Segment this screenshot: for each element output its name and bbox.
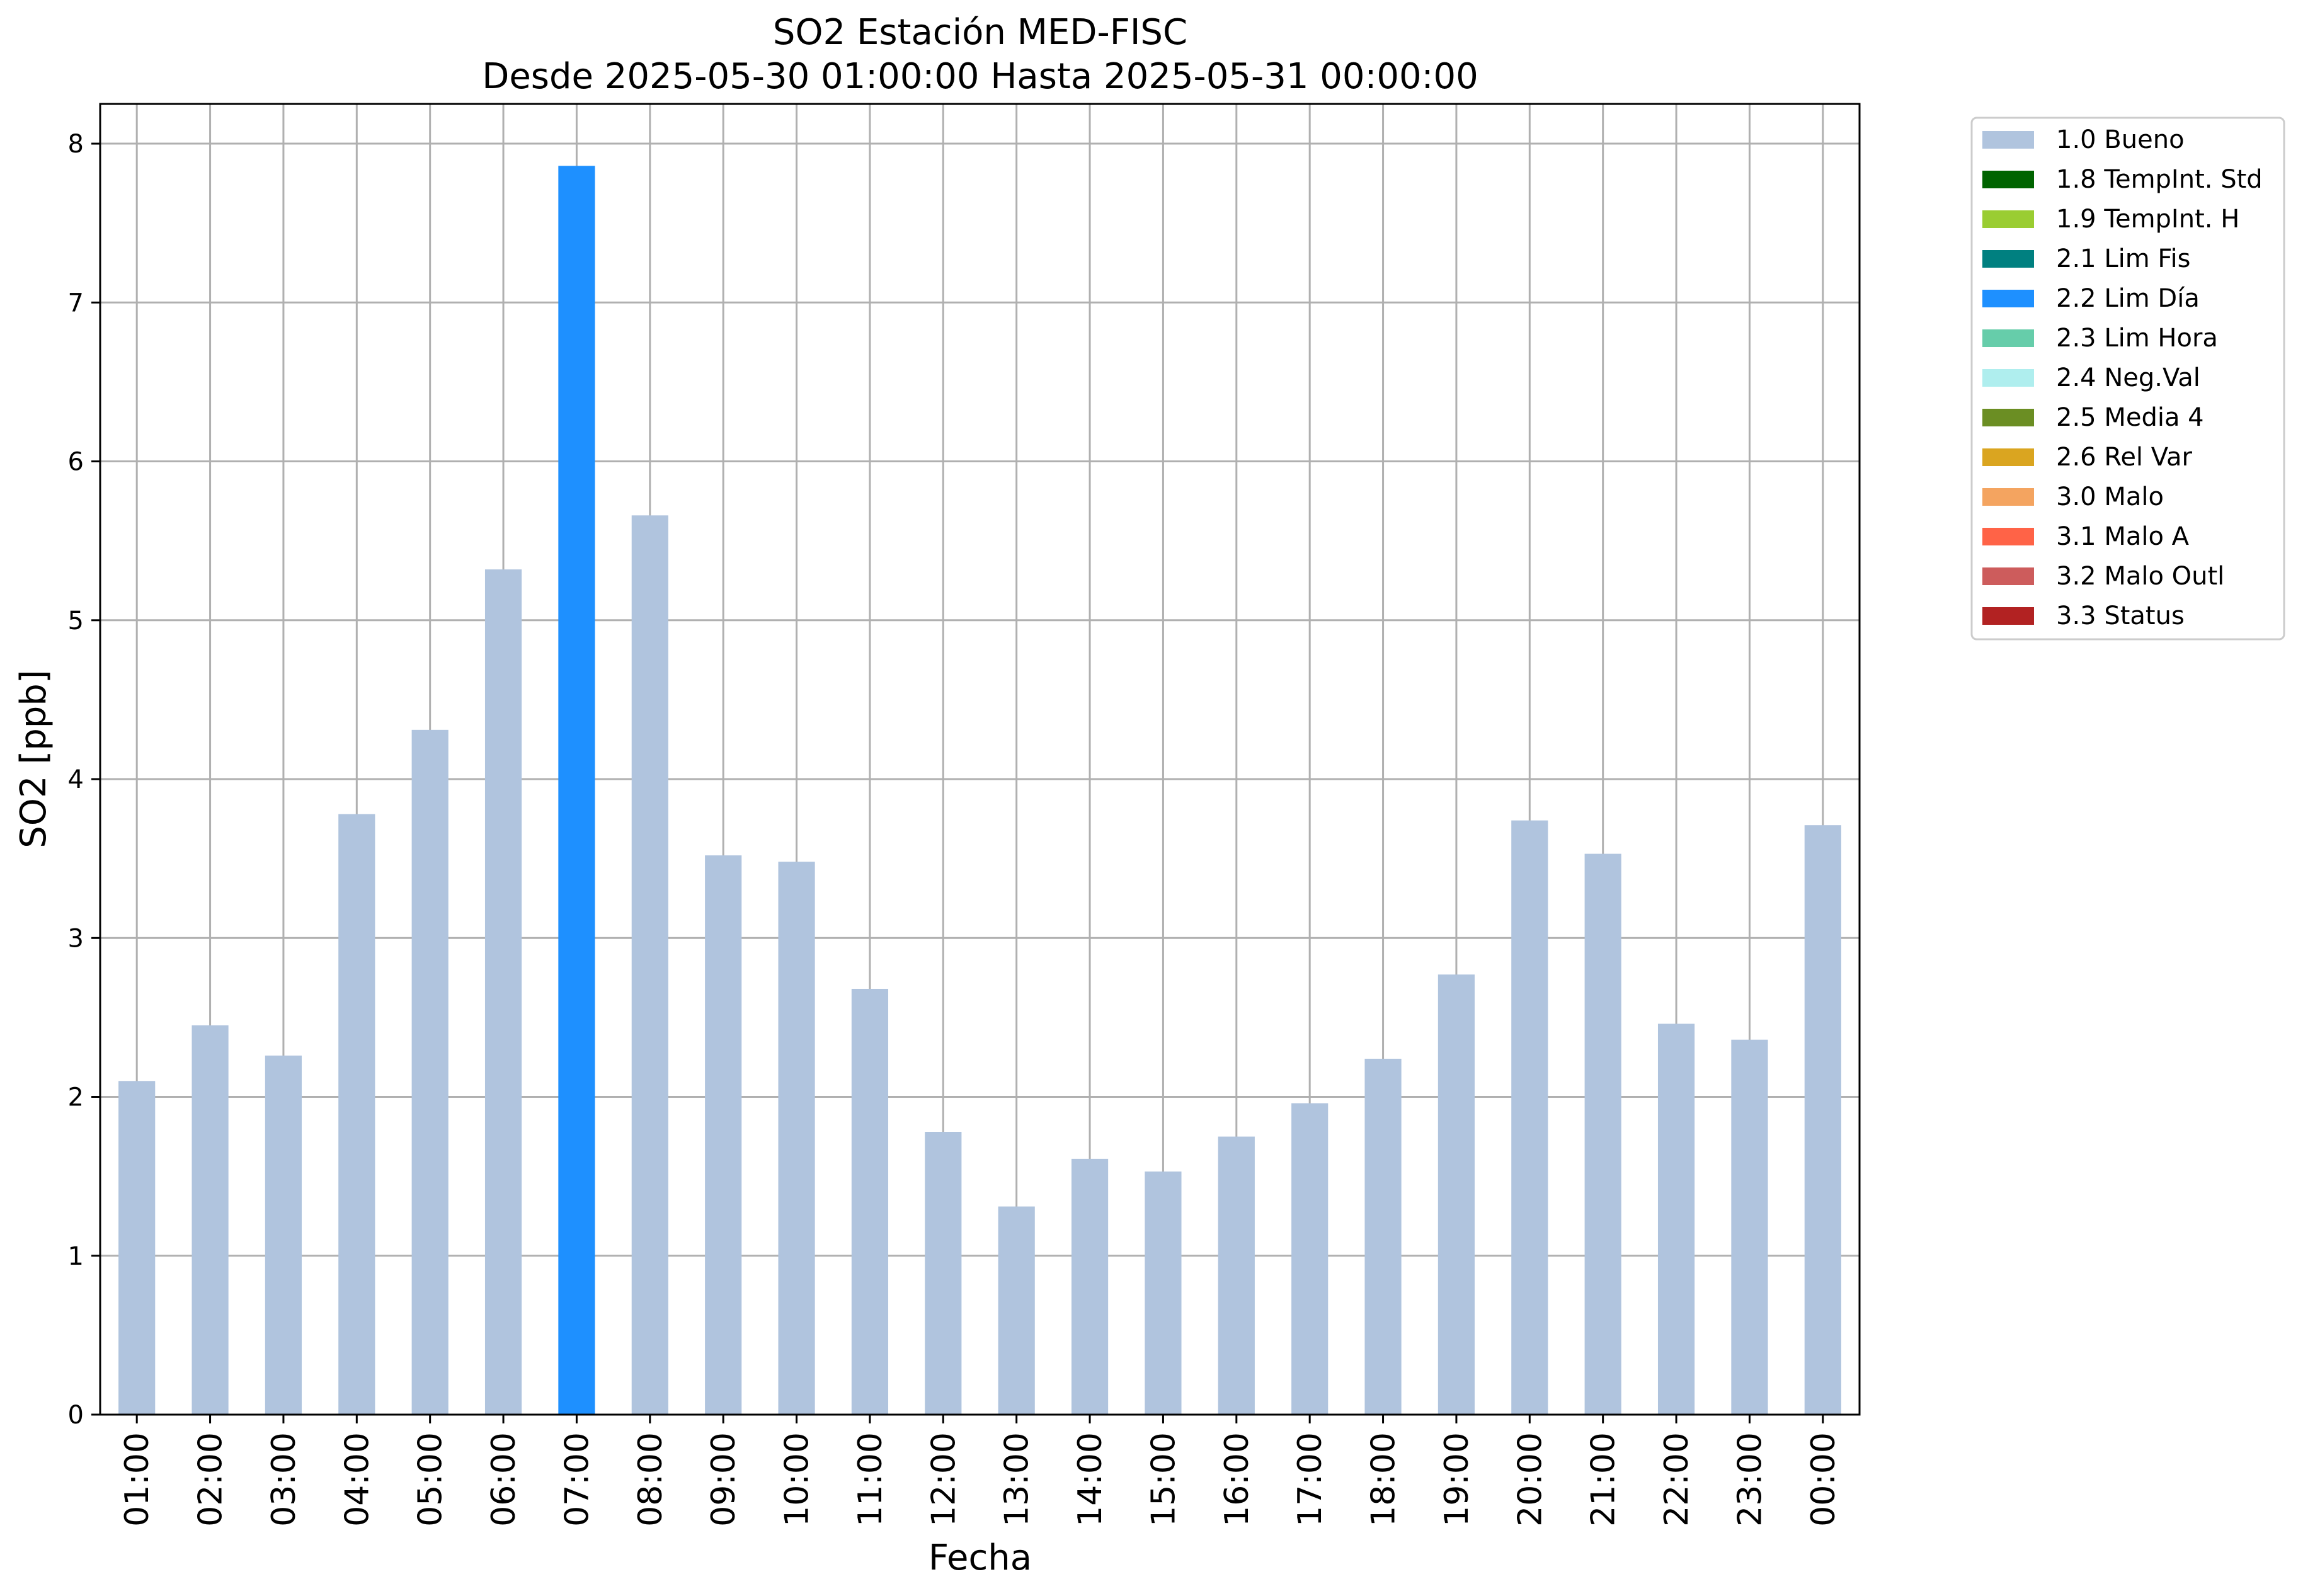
legend-label: 2.1 Lim Fis xyxy=(2056,244,2190,273)
x-tick-label: 11:00 xyxy=(852,1432,889,1527)
x-tick-label: 12:00 xyxy=(925,1432,963,1527)
bar xyxy=(925,1132,962,1415)
x-tick-label: 18:00 xyxy=(1365,1432,1403,1527)
legend-swatch xyxy=(1982,171,2034,188)
x-tick-label: 09:00 xyxy=(705,1432,743,1527)
y-tick-label: 8 xyxy=(68,130,84,159)
x-tick-label: 13:00 xyxy=(998,1432,1036,1527)
x-tick-label: 23:00 xyxy=(1731,1432,1769,1527)
bar xyxy=(1218,1136,1255,1415)
bar-series xyxy=(118,166,1841,1415)
bar xyxy=(1437,974,1475,1415)
y-tick-label: 0 xyxy=(68,1401,84,1430)
legend-label: 1.9 TempInt. H xyxy=(2056,205,2239,234)
x-tick-label: 03:00 xyxy=(265,1432,303,1527)
legend-swatch xyxy=(1982,369,2034,387)
y-tick-label: 7 xyxy=(68,288,84,317)
bar xyxy=(1584,853,1621,1415)
legend-label: 2.3 Lim Hora xyxy=(2056,324,2218,353)
legend-swatch xyxy=(1982,210,2034,228)
legend-label: 2.5 Media 4 xyxy=(2056,403,2204,432)
bar xyxy=(998,1206,1035,1415)
legend-swatch xyxy=(1982,290,2034,307)
legend-swatch xyxy=(1982,448,2034,466)
legend-swatch xyxy=(1982,131,2034,149)
chart-subtitle: Desde 2025-05-30 01:00:00 Hasta 2025-05-… xyxy=(482,56,1478,97)
legend-swatch xyxy=(1982,409,2034,426)
legend-label: 2.4 Neg.Val xyxy=(2056,363,2200,392)
legend-label: 2.2 Lim Día xyxy=(2056,284,2200,313)
x-tick-label: 20:00 xyxy=(1511,1432,1549,1527)
legend-swatch xyxy=(1982,567,2034,585)
x-tick-label: 08:00 xyxy=(632,1432,670,1527)
legend-swatch xyxy=(1982,250,2034,268)
x-axis: 01:00 02:00 03:00 04:00 05:00 06:00 07:00 08:00… xyxy=(118,1415,1843,1527)
bar xyxy=(558,166,595,1415)
x-tick-label: 14:00 xyxy=(1071,1432,1109,1527)
bar xyxy=(191,1025,229,1415)
bar xyxy=(631,515,668,1415)
y-tick-label: 6 xyxy=(68,448,84,477)
legend-swatch xyxy=(1982,488,2034,506)
bar xyxy=(265,1055,302,1415)
legend-swatch xyxy=(1982,528,2034,545)
y-tick-label: 3 xyxy=(68,924,84,953)
x-tick-label: 10:00 xyxy=(779,1432,816,1527)
y-axis: 0 1 2 3 4 5 6 7 8 xyxy=(68,130,100,1430)
bar xyxy=(851,988,889,1415)
x-tick-label: 04:00 xyxy=(338,1432,376,1527)
bar xyxy=(1364,1058,1402,1415)
legend-label: 1.8 TempInt. Std xyxy=(2056,165,2263,194)
x-tick-label: 07:00 xyxy=(558,1432,596,1527)
legend-label: 1.0 Bueno xyxy=(2056,125,2185,154)
bar xyxy=(1804,825,1841,1415)
bar xyxy=(1511,820,1548,1415)
x-tick-label: 06:00 xyxy=(485,1432,523,1527)
legend-swatch xyxy=(1982,329,2034,347)
bar xyxy=(1291,1103,1329,1415)
plot-area-border xyxy=(99,103,1861,1416)
x-tick-label: 01:00 xyxy=(118,1432,156,1527)
x-tick-label: 16:00 xyxy=(1218,1432,1256,1527)
x-tick-label: 15:00 xyxy=(1145,1432,1182,1527)
bar xyxy=(338,814,375,1415)
legend-label: 3.1 Malo A xyxy=(2056,522,2190,551)
y-tick-label: 1 xyxy=(68,1242,84,1271)
y-axis-label: SO2 [ppb] xyxy=(13,670,54,848)
x-tick-label: 19:00 xyxy=(1438,1432,1476,1527)
x-tick-label: 02:00 xyxy=(192,1432,230,1527)
legend-label: 3.2 Malo Outl xyxy=(2056,562,2224,591)
bar xyxy=(411,729,449,1415)
chart-title: SO2 Estación MED-FISC xyxy=(773,12,1187,53)
legend-swatch xyxy=(1982,607,2034,625)
y-tick-label: 4 xyxy=(68,765,84,794)
y-tick-label: 2 xyxy=(68,1083,84,1112)
legend-label: 3.0 Malo xyxy=(2056,482,2164,511)
legend-label: 3.3 Status xyxy=(2056,601,2185,630)
x-tick-label: 00:00 xyxy=(1805,1432,1843,1527)
bar xyxy=(1145,1171,1182,1415)
legend: 1.0 Bueno 1.8 TempInt. Std 1.9 TempInt. H 2… xyxy=(1970,117,2285,641)
bar xyxy=(118,1081,156,1415)
bar xyxy=(1731,1039,1768,1415)
bar xyxy=(778,862,815,1415)
bar xyxy=(1657,1023,1695,1415)
x-tick-label: 05:00 xyxy=(412,1432,450,1527)
bar xyxy=(484,569,522,1415)
x-tick-label: 17:00 xyxy=(1291,1432,1329,1527)
x-axis-label: Fecha xyxy=(929,1537,1032,1578)
legend-frame xyxy=(1970,117,2285,641)
bar xyxy=(705,855,742,1415)
bar xyxy=(1071,1158,1109,1415)
y-tick-label: 5 xyxy=(68,607,84,636)
legend-label: 2.6 Rel Var xyxy=(2056,443,2193,472)
x-tick-label: 22:00 xyxy=(1658,1432,1696,1527)
x-tick-label: 21:00 xyxy=(1585,1432,1623,1527)
